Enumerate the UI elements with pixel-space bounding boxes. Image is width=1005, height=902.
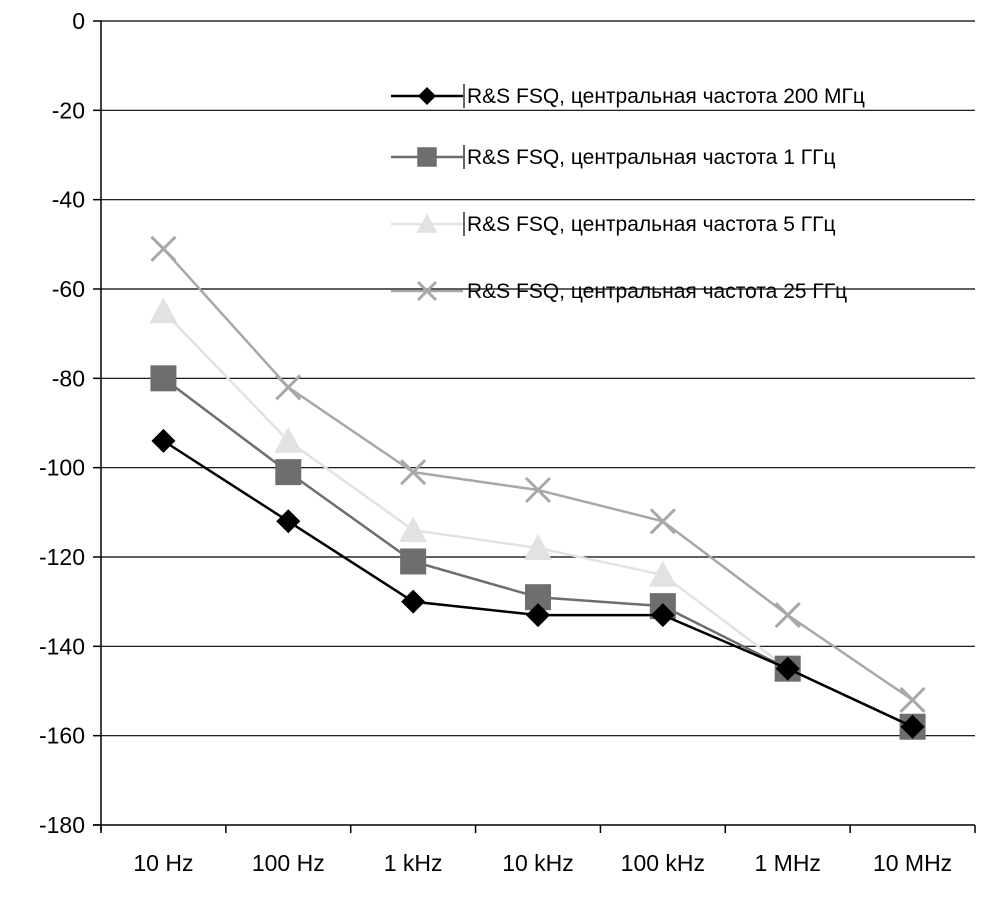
x-tick-label: 1 MHz — [754, 850, 820, 876]
x-tick-label: 10 kHz — [502, 850, 574, 876]
triangle-marker — [399, 516, 428, 543]
legend-entry: R&S FSQ, центральная частота 25 ГГц — [391, 280, 847, 303]
y-tick-label: -60 — [52, 276, 85, 302]
x-marker-stroke — [524, 476, 552, 504]
series-1 — [151, 428, 925, 739]
square-marker — [417, 147, 437, 167]
legend-label: R&S FSQ, центральная частота 200 МГц — [467, 85, 865, 108]
legend-label: R&S FSQ, центральная частота 5 ГГц — [467, 213, 835, 236]
x-marker — [524, 476, 552, 504]
legend-entry: R&S FSQ, центральная частота 1 ГГц — [391, 145, 835, 169]
x-marker-stroke — [899, 686, 926, 713]
y-tick-label: -120 — [39, 544, 85, 570]
diamond-marker — [418, 87, 436, 105]
x-marker-stroke — [649, 508, 676, 535]
diamond-marker — [526, 603, 550, 628]
x-axis-ticks: 10 Hz 100 Hz 1 kHz 10 kHz 100 kHz 1 MHz 10 MHz — [100, 825, 976, 876]
triangle-marker — [416, 213, 438, 233]
series-4 — [150, 235, 926, 713]
x-marker — [649, 508, 676, 535]
diamond-marker — [775, 656, 800, 681]
legend-entry: R&S FSQ, центральная частота 5 ГГц — [391, 212, 835, 236]
y-axis-ticks: 0 -20 -40 -60 -80 -100 -120 -140 -160 -180 — [39, 8, 101, 838]
y-tick-label: -160 — [39, 723, 85, 749]
x-tick-label: 10 Hz — [133, 850, 193, 876]
legend-label: R&S FSQ, центральная частота 25 ГГц — [467, 280, 847, 303]
x-marker — [400, 459, 427, 486]
x-tick-label: 1 kHz — [384, 850, 443, 876]
triangle-marker — [524, 534, 552, 560]
x-marker — [275, 374, 302, 401]
x-marker — [774, 602, 801, 629]
x-marker-stroke — [416, 280, 438, 302]
diamond-marker — [151, 428, 176, 453]
y-tick-label: -20 — [52, 97, 85, 123]
y-tick-label: -80 — [52, 365, 85, 391]
x-marker — [899, 686, 926, 713]
x-marker-stroke — [774, 602, 801, 629]
x-marker-stroke — [400, 459, 427, 486]
y-tick-label: -180 — [39, 812, 85, 838]
diamond-marker — [276, 509, 301, 534]
legend-entry: R&S FSQ, центральная частота 200 МГц — [391, 84, 865, 108]
y-tick-label: -100 — [39, 455, 85, 481]
square-marker — [400, 548, 427, 575]
triangle-marker — [648, 560, 677, 587]
x-marker-stroke — [275, 374, 302, 401]
x-marker — [416, 280, 438, 302]
legend: R&S FSQ, центральная частота 200 МГц R&S … — [391, 84, 865, 303]
diamond-marker — [401, 589, 426, 614]
grid-lines — [101, 20, 975, 737]
y-tick-label: -40 — [52, 187, 85, 213]
diamond-marker — [650, 603, 675, 628]
diamond-marker — [900, 714, 925, 739]
legend-label: R&S FSQ, центральная частота 1 ГГц — [467, 146, 835, 169]
y-tick-label: 0 — [72, 8, 85, 34]
x-tick-label: 100 Hz — [252, 850, 325, 876]
square-marker — [275, 459, 302, 486]
triangle-marker — [274, 426, 303, 453]
axes — [93, 21, 975, 831]
y-tick-label: -140 — [39, 633, 85, 659]
square-marker — [150, 365, 177, 392]
triangle-marker — [149, 297, 178, 324]
x-marker — [150, 235, 177, 262]
x-tick-label: 100 kHz — [621, 850, 705, 876]
x-marker-stroke — [150, 235, 177, 262]
x-tick-label: 10 MHz — [873, 850, 952, 876]
series-layer — [149, 235, 927, 740]
